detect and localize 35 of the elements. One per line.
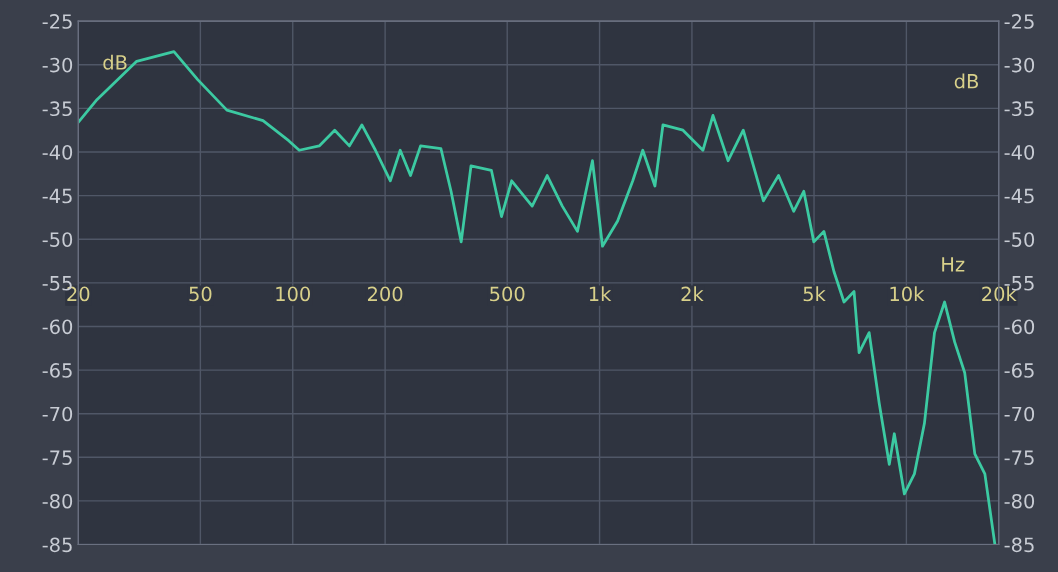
- y2-tick-label: -70: [1004, 406, 1035, 422]
- x-axis-title: Hz: [942, 257, 965, 272]
- y-tick-label: -50: [42, 232, 73, 247]
- y2-tick-label: -75: [1004, 450, 1034, 465]
- y-tick-label: -85: [42, 537, 72, 553]
- y-tick-label: -30: [42, 57, 73, 73]
- y-tick-label: -70: [42, 406, 73, 422]
- y-tick-label: -65: [42, 363, 72, 378]
- y2-tick-label: -25: [1004, 14, 1034, 29]
- y-tick-label: -60: [42, 319, 73, 335]
- x-tick-label: 200: [367, 286, 403, 302]
- y2-axis-title: dB: [954, 73, 978, 89]
- y-tick-label: -40: [42, 144, 73, 160]
- y-tick-label: -25: [42, 14, 72, 29]
- y-tick-label: -45: [42, 188, 72, 204]
- y-axis-title: dB: [103, 54, 127, 70]
- y2-tick-label: -85: [1004, 537, 1034, 553]
- x-tick-label: 10k: [890, 286, 925, 302]
- y2-tick-label: -60: [1004, 319, 1035, 335]
- x-tick-label: 2k: [681, 286, 704, 301]
- x-tick-label: 100: [276, 286, 311, 302]
- y-tick-label: -75: [42, 450, 72, 465]
- x-tick-label: 5k: [803, 286, 826, 302]
- y-tick-label: -80: [42, 493, 73, 509]
- y2-tick-label: -50: [1004, 232, 1035, 247]
- y2-tick-label: -45: [1004, 188, 1034, 204]
- y2-tick-label: -30: [1004, 57, 1035, 73]
- y2-tick-label: -80: [1004, 493, 1035, 509]
- y2-tick-label: -40: [1004, 144, 1035, 160]
- x-tick-label: 50: [189, 286, 212, 302]
- y-tick-label: -35: [42, 101, 72, 117]
- x-tick-label: 500: [490, 286, 525, 302]
- y2-tick-label: -65: [1004, 363, 1034, 378]
- x-tick-label: 1k: [589, 286, 612, 301]
- y2-tick-label: -35: [1004, 101, 1034, 117]
